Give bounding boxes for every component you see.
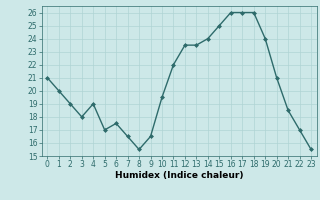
X-axis label: Humidex (Indice chaleur): Humidex (Indice chaleur)	[115, 171, 244, 180]
